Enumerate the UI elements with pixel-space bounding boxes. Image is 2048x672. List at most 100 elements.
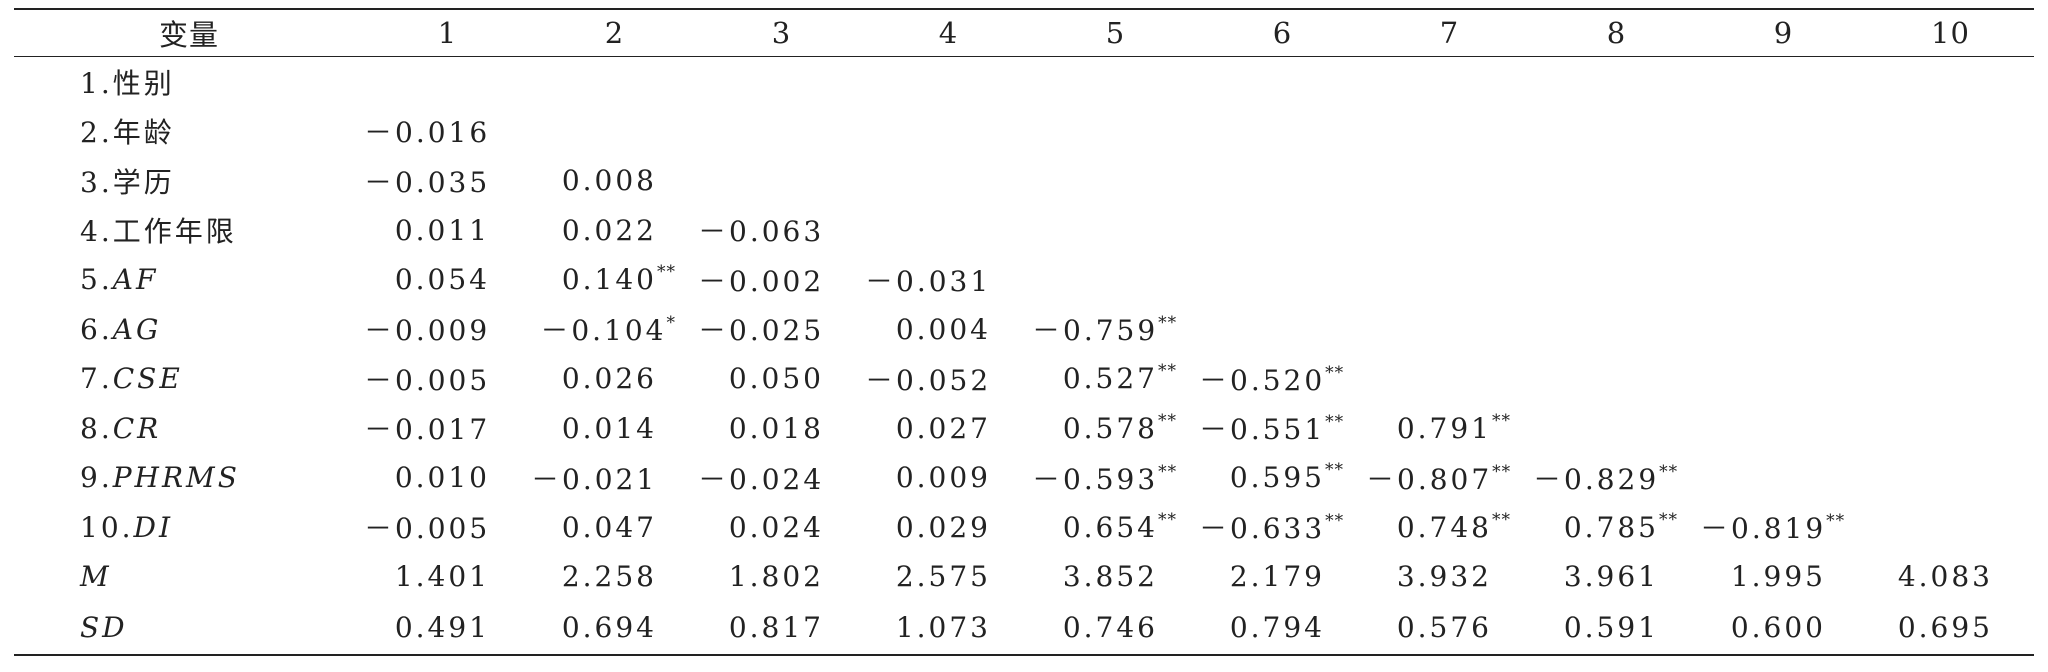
table-cell: [531, 107, 698, 157]
table-cell: －0.633**: [1199, 503, 1366, 553]
row-label-number: 7.: [80, 362, 113, 396]
table-cell: [1199, 107, 1366, 157]
table-cell: [1199, 156, 1366, 206]
table-cell: [1366, 107, 1533, 157]
cell-value: 0.140: [561, 263, 657, 297]
correlation-table: 变量 1 2 3 4 5 6 7 8 9 10 1.性别2.年龄－0.016**…: [14, 8, 2034, 656]
row-label: 3.学历: [14, 156, 364, 206]
table-cell: 0.022**: [531, 206, 698, 256]
table-cell: －0.009**: [364, 305, 531, 355]
table-cell: [865, 206, 1032, 256]
cell-value: －0.024: [698, 462, 825, 496]
correlation-table-container: 变量 1 2 3 4 5 6 7 8 9 10 1.性别2.年龄－0.016**…: [14, 8, 2034, 656]
table-cell: 2.575**: [865, 552, 1032, 602]
table-cell: 0.794**: [1199, 602, 1366, 655]
table-cell: －0.035**: [364, 156, 531, 206]
table-cell: [1366, 305, 1533, 355]
cell-value: 1.995: [1730, 560, 1826, 594]
table-cell: 0.578**: [1032, 404, 1199, 454]
table-cell: －0.807**: [1366, 453, 1533, 503]
cell-value: 1.073: [895, 611, 991, 644]
table-cell: [1700, 255, 1867, 305]
significance-marker: **: [1158, 461, 1178, 482]
cell-value: －0.005: [364, 363, 491, 397]
table-cell: [1366, 255, 1533, 305]
table-cell: [1700, 107, 1867, 157]
cell-value: 0.014: [561, 411, 657, 445]
significance-marker: **: [1659, 509, 1678, 530]
significance-marker: **: [1325, 511, 1345, 532]
cell-value: 2.575: [895, 560, 991, 594]
row-label: 4.工作年限: [14, 206, 364, 256]
row-label: 6.AG: [14, 305, 364, 355]
cell-value: －0.005: [364, 512, 491, 546]
table-row: M1.401**2.258**1.802**2.575**3.852**2.17…: [14, 552, 2034, 602]
cell-value: 0.694: [561, 611, 657, 644]
cell-value: －0.002: [698, 264, 825, 298]
row-label-variable: PHRMS: [112, 461, 240, 495]
table-cell: 0.027**: [865, 404, 1032, 454]
table-cell: －0.829**: [1533, 453, 1700, 503]
row-label: 8.CR: [14, 404, 364, 454]
cell-value: 0.027: [895, 411, 991, 445]
table-cell: [364, 57, 531, 107]
row-label-number: 9.: [80, 461, 113, 495]
row-label: 9.PHRMS: [14, 453, 364, 503]
table-cell: 0.748**: [1366, 503, 1533, 553]
cell-value: －0.035: [364, 165, 491, 199]
table-cell: 0.024**: [698, 503, 865, 553]
significance-marker: **: [1492, 410, 1511, 431]
table-row: 2.年龄 －0.016**: [14, 107, 2034, 157]
table-cell: [1533, 57, 1700, 107]
cell-value: －0.031: [865, 264, 992, 298]
table-row: 4.工作年限 0.011**0.022**－0.063**: [14, 206, 2034, 256]
table-cell: [1032, 255, 1199, 305]
table-cell: －0.031**: [865, 255, 1032, 305]
row-label: 1.性别: [14, 57, 364, 107]
table-cell: [1366, 206, 1533, 256]
table-cell: －0.005**: [364, 503, 531, 553]
table-cell: [1700, 57, 1867, 107]
row-label-variable: CR: [112, 411, 162, 445]
row-label-variable: M: [80, 560, 112, 594]
row-label-number: 10.: [80, 510, 134, 544]
table-cell: 0.010**: [364, 453, 531, 503]
cell-value: －0.633: [1199, 512, 1326, 546]
header-col-8: 8: [1606, 16, 1627, 50]
table-row: 3.学历 －0.035**0.008**: [14, 156, 2034, 206]
cell-value: 0.004: [895, 312, 991, 346]
cell-value: 0.794: [1229, 611, 1325, 644]
cell-value: 0.024: [728, 510, 824, 544]
row-label-number: 6.: [80, 312, 113, 346]
cell-value: 0.010: [394, 461, 490, 495]
header-col-4: 4: [938, 16, 959, 50]
row-label: SD: [14, 602, 364, 655]
significance-marker: **: [1492, 509, 1511, 530]
cell-value: 0.578: [1062, 411, 1158, 445]
cell-value: 3.852: [1062, 560, 1158, 594]
cell-value: 0.591: [1563, 611, 1659, 644]
table-cell: 0.008**: [531, 156, 698, 206]
header-col-7: 7: [1439, 16, 1460, 50]
cell-value: －0.025: [698, 314, 825, 348]
cell-value: 0.595: [1229, 461, 1325, 495]
cell-value: －0.017: [364, 413, 491, 447]
table-cell: [698, 156, 865, 206]
table-cell: [1700, 156, 1867, 206]
table-cell: [1867, 453, 2034, 503]
table-row: 1.性别: [14, 56, 2034, 107]
table-cell: 0.029**: [865, 503, 1032, 553]
table-cell: －0.759**: [1032, 305, 1199, 355]
table-cell: [1867, 206, 2034, 256]
table-cell: 0.817**: [698, 602, 865, 655]
table-cell: [1867, 354, 2034, 404]
table-row: 5.AF0.054**0.140**－0.002**－0.031**: [14, 255, 2034, 305]
table-header: 变量 1 2 3 4 5 6 7 8 9 10: [14, 9, 2034, 57]
significance-marker: **: [1325, 362, 1345, 383]
cell-value: 4.083: [1897, 560, 1993, 594]
table-cell: －0.063**: [698, 206, 865, 256]
table-cell: 0.695**: [1867, 602, 2034, 655]
table-cell: 3.961**: [1533, 552, 1700, 602]
table-cell: [1867, 255, 2034, 305]
table-cell: 2.179**: [1199, 552, 1366, 602]
